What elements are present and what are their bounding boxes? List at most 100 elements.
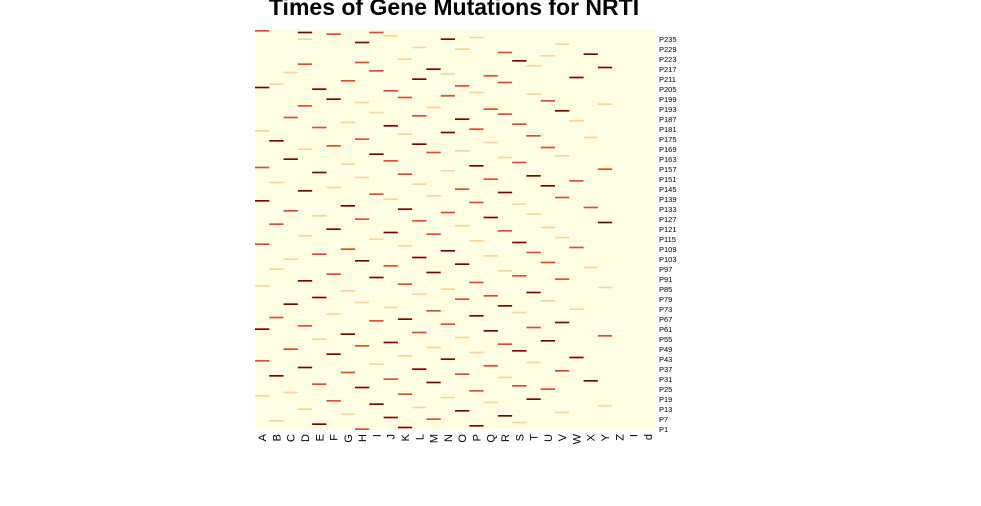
heatmap-cell xyxy=(555,43,570,45)
row-separator xyxy=(255,93,655,94)
heatmap-cell xyxy=(369,31,384,34)
heatmap-cell xyxy=(526,398,541,400)
heatmap-cell xyxy=(283,71,298,74)
heatmap-cell xyxy=(569,356,584,359)
heatmap-cell xyxy=(383,125,398,127)
row-separator xyxy=(255,218,655,219)
heatmap-cell xyxy=(469,201,484,204)
heatmap-cell xyxy=(326,228,341,230)
row-separator xyxy=(255,393,655,394)
heatmap-cell xyxy=(355,260,370,262)
heatmap-cell xyxy=(540,226,555,229)
x-tick-label: M xyxy=(429,434,441,443)
heatmap-cell xyxy=(512,350,527,352)
heatmap-cell xyxy=(497,51,513,54)
y-tick-label: P157 xyxy=(659,165,677,174)
heatmap-cell xyxy=(512,241,527,244)
heatmap-cell xyxy=(297,280,313,282)
heatmap-cell xyxy=(283,348,298,350)
row-separator xyxy=(255,278,655,279)
y-tick-label: P7 xyxy=(659,415,668,424)
row-separator xyxy=(255,183,655,184)
heatmap-cell xyxy=(255,328,270,330)
row-separator xyxy=(255,303,655,304)
heatmap-cell xyxy=(455,85,470,87)
x-tick-label: Z xyxy=(614,434,626,441)
x-tick-label: T xyxy=(529,434,541,441)
row-separator xyxy=(255,108,655,109)
heatmap-cell xyxy=(583,380,598,382)
y-tick-label: P175 xyxy=(659,135,677,144)
heatmap-cell xyxy=(483,330,498,332)
x-tick-label: d xyxy=(643,434,655,440)
y-tick-label: P49 xyxy=(659,345,672,354)
heatmap-cell xyxy=(455,373,470,375)
heatmap-cell xyxy=(583,266,598,269)
heatmap-cell xyxy=(340,371,355,374)
heatmap-cell xyxy=(597,168,613,170)
row-separator xyxy=(255,253,655,254)
y-tick-label: P163 xyxy=(659,155,677,164)
heatmap-cell xyxy=(283,391,298,394)
heatmap-cell xyxy=(497,343,513,345)
row-separator xyxy=(255,153,655,154)
row-separator xyxy=(255,68,655,69)
heatmap-cell xyxy=(555,321,570,324)
heatmap-cell xyxy=(397,426,413,429)
heatmap-cell xyxy=(483,365,498,367)
y-tick-label: P235 xyxy=(659,35,677,44)
x-tick-label: O xyxy=(457,434,469,443)
heatmap-cell xyxy=(555,370,570,372)
row-separator xyxy=(255,133,655,134)
row-separator xyxy=(255,353,655,354)
heatmap-cell xyxy=(355,386,370,389)
heatmap-cell xyxy=(583,206,598,209)
row-separator xyxy=(255,333,655,334)
heatmap-cell xyxy=(369,238,384,240)
heatmap-cell xyxy=(383,160,398,162)
row-separator xyxy=(255,43,655,44)
x-tick-label: I xyxy=(629,434,641,437)
row-separator xyxy=(255,58,655,59)
heatmap-cell xyxy=(483,141,498,144)
heatmap-cell xyxy=(569,246,584,249)
heatmap-cell xyxy=(597,221,613,224)
heatmap-cell xyxy=(397,173,413,175)
heatmap-cell xyxy=(326,273,341,275)
row-separator xyxy=(255,198,655,199)
heatmap-cell xyxy=(340,205,355,207)
heatmap-cell xyxy=(455,298,470,300)
heatmap-cell xyxy=(297,31,313,34)
heatmap-cell xyxy=(397,393,413,395)
x-tick-label: B xyxy=(271,434,283,441)
heatmap-cell xyxy=(569,180,584,182)
heatmap-cell xyxy=(297,366,313,369)
heatmap-cell xyxy=(497,415,513,417)
heatmap-cell xyxy=(369,403,384,405)
heatmap-cell xyxy=(269,420,284,422)
heatmap-cell xyxy=(312,126,327,129)
row-separator xyxy=(255,413,655,414)
heatmap-cell xyxy=(412,256,427,259)
y-tick-label: P19 xyxy=(659,395,672,404)
row-separator xyxy=(255,428,655,429)
y-tick-label: P91 xyxy=(659,275,672,284)
heatmap-cell xyxy=(369,111,384,114)
row-separator xyxy=(255,378,655,379)
y-tick-label: P55 xyxy=(659,335,672,344)
heatmap-cell xyxy=(569,308,584,310)
y-tick-label: P133 xyxy=(659,205,677,214)
y-tick-label: P169 xyxy=(659,145,677,154)
y-tick-label: P1 xyxy=(659,425,668,434)
heatmap-cell xyxy=(555,278,570,280)
heatmap-cell xyxy=(326,353,341,355)
heatmap-cell xyxy=(340,80,355,82)
heatmap-cell xyxy=(440,358,455,360)
x-tick-label: Q xyxy=(486,434,498,443)
heatmap-cell xyxy=(297,105,313,107)
heatmap-cell xyxy=(355,345,370,347)
heatmap-cell xyxy=(312,88,327,90)
y-tick-labels: P1P7P13P19P25P31P37P43P49P55P61P67P73P79… xyxy=(659,35,677,434)
row-separator xyxy=(255,408,655,409)
